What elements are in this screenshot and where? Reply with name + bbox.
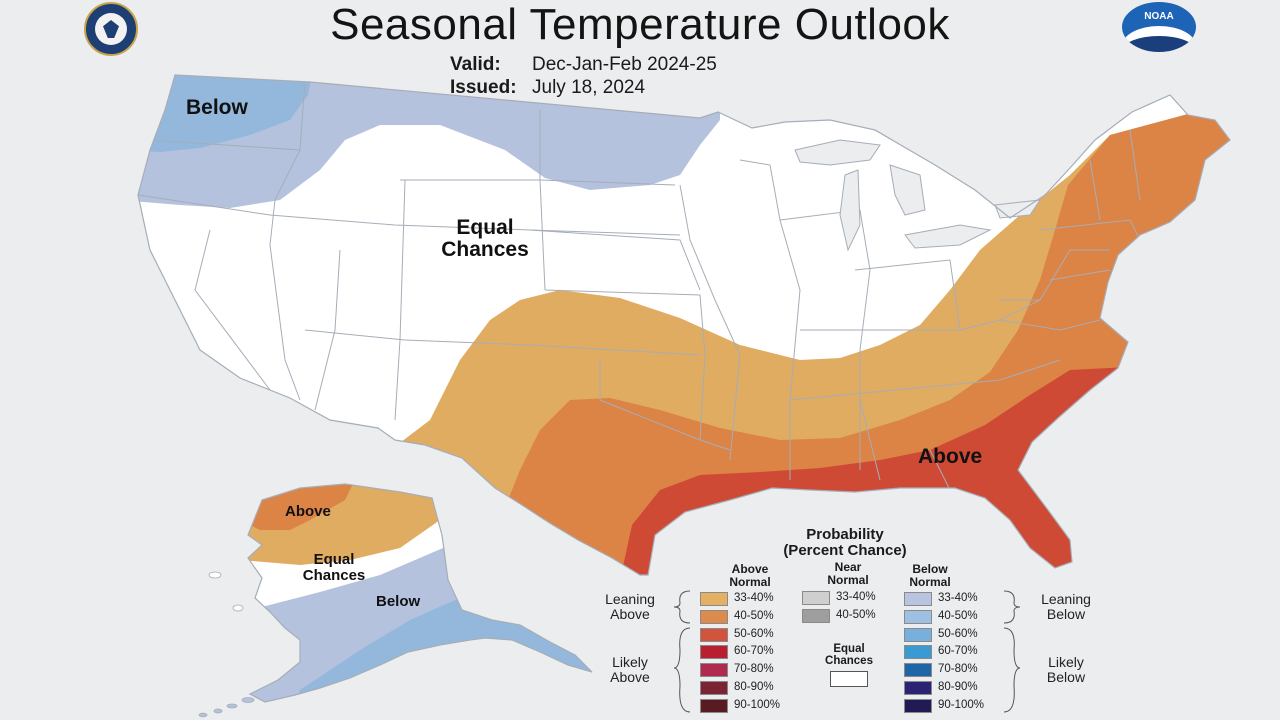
leaning-above-line1: Leaning (605, 591, 655, 607)
likely-above-line1: Likely (612, 654, 648, 670)
legend-below-label-4: 60-70% (938, 645, 978, 658)
issued-label: Issued: (450, 77, 517, 98)
legend-below-swatch-2 (904, 609, 932, 624)
legend-likely-above-label: Likely Above (590, 655, 670, 684)
conus-equal-line1: Equal (456, 216, 514, 239)
legend-above-label-6: 80-90% (734, 681, 774, 693)
near-head-line2: Normal (827, 572, 869, 587)
legend-near-swatch-2 (802, 608, 830, 623)
legend-above-label-4: 60-70% (734, 645, 774, 658)
legend-below-label-6: 80-90% (938, 681, 978, 693)
valid-value: Dec-Jan-Feb 2024-25 (532, 54, 717, 75)
legend-below-swatch-3 (904, 627, 932, 642)
legend-above-swatch-7 (700, 698, 728, 713)
legend-above-swatch-5 (700, 663, 728, 678)
legend-below-swatch-6 (904, 681, 932, 695)
legend-near-normal-heading: Near Normal (808, 561, 888, 586)
legend-title: Probability (Percent Chance) (740, 526, 950, 560)
leaning-above-line2: Above (610, 605, 650, 622)
issued-value: July 18, 2024 (532, 77, 646, 98)
legend-likely-below-label: Likely Below (1026, 655, 1106, 684)
equal-chances-line2: Chances (825, 655, 873, 668)
legend-above-label-7: 90-100% (734, 698, 781, 711)
legend-above-label-2: 40-50% (734, 609, 774, 622)
issued-date: Issued: July 18, 2024 (450, 77, 645, 99)
legend-below-swatch-4 (904, 645, 932, 660)
legend-above-normal-heading: Above Normal (710, 563, 790, 588)
noaa-logo-icon: NOAA (1122, 2, 1196, 52)
alaska-above-label: Above (285, 503, 331, 520)
map-title: Seasonal Temperature Outlook (330, 0, 950, 49)
valid-label: Valid: (450, 54, 501, 75)
below-head-line1: Below (912, 562, 948, 576)
legend-near-label-2: 40-50% (836, 608, 876, 621)
likely-below-line1: Likely (1048, 654, 1084, 670)
legend-above-label-5: 70-80% (734, 663, 774, 676)
above-head-line2: Normal (729, 574, 771, 589)
likely-above-line2: Above (610, 668, 650, 685)
leaning-below-line2: Below (1046, 605, 1086, 622)
legend-below-label-2: 40-50% (938, 609, 978, 622)
legend-above-label-3: 50-60% (734, 627, 774, 640)
legend-above-swatch-2 (700, 609, 728, 624)
legend-below-swatch-5 (904, 663, 932, 678)
equal-chances-line1: Equal (833, 643, 865, 655)
legend-leaning-below-label: Leaning Below (1026, 592, 1106, 621)
department-of-commerce-seal-icon (84, 2, 138, 56)
leaning-below-line1: Leaning (1041, 591, 1091, 607)
legend-below-label-7: 90-100% (938, 698, 985, 711)
noaa-logo-text: NOAA (1144, 11, 1174, 22)
legend-below-swatch-1 (904, 592, 932, 606)
legend-below-label-3: 50-60% (938, 627, 978, 640)
legend-title-line2: (Percent Chance) (783, 542, 907, 560)
conus-equal-chances-label: Equal Chances (420, 216, 550, 262)
alaska-equal-line2: Chances (302, 566, 366, 584)
legend-above-swatch-3 (700, 627, 728, 642)
valid-period: Valid: Dec-Jan-Feb 2024-25 (450, 54, 717, 76)
legend-equal-chances-label: Equal Chances (814, 643, 884, 668)
legend-above-label-1: 33-40% (734, 592, 774, 604)
legend-below-label-5: 70-80% (938, 663, 978, 676)
likely-below-line2: Below (1046, 668, 1086, 685)
legend-leaning-above-label: Leaning Above (590, 592, 670, 621)
legend-above-swatch-4 (700, 645, 728, 660)
legend-above-swatch-6 (700, 681, 728, 695)
legend-below-normal-heading: Below Normal (890, 563, 970, 588)
legend-below-label-1: 33-40% (938, 592, 978, 604)
legend-below-swatch-7 (904, 698, 932, 713)
legend-above-swatch-1 (700, 592, 728, 606)
conus-above-label: Above (918, 445, 983, 468)
legend-equal-chances-swatch (830, 671, 868, 687)
alaska-equal-chances-label: Equal Chances (284, 552, 384, 584)
legend-near-swatch-1 (802, 591, 830, 605)
conus-below-label: Below (186, 96, 248, 119)
above-head-line1: Above (731, 562, 769, 576)
alaska-below-label: Below (376, 593, 421, 610)
legend-title-line1: Probability (806, 526, 884, 543)
near-head-line1: Near (834, 560, 862, 574)
conus-equal-line2: Chances (441, 238, 529, 262)
below-head-line2: Normal (909, 574, 951, 589)
legend-near-label-1: 33-40% (836, 591, 876, 603)
alaska-equal-line1: Equal (313, 551, 355, 568)
